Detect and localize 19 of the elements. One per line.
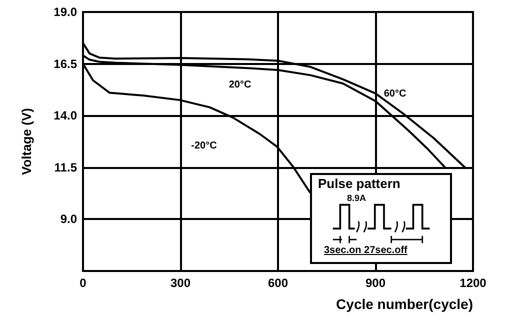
x-tick-label: 1200 xyxy=(460,276,487,290)
y-tick-label: 19.0 xyxy=(54,5,78,19)
x-axis-title: Cycle number(cycle) xyxy=(336,296,473,312)
annotation: 8.9A xyxy=(347,193,366,203)
x-tick-label: 300 xyxy=(170,276,191,290)
annotation: 20°C xyxy=(228,80,252,90)
y-tick-label: 14.0 xyxy=(54,108,78,123)
y-axis-title: Voltage (V) xyxy=(19,108,34,175)
x-tick-label: 600 xyxy=(268,276,288,290)
x-tick-label: 900 xyxy=(365,276,386,290)
annotation: Pulse pattern xyxy=(318,176,400,191)
y-tick-label: 9.0 xyxy=(60,212,78,226)
y-tick-label: 16.5 xyxy=(54,56,78,71)
y-tick-label: 11.5 xyxy=(54,160,78,174)
x-tick-label: 0 xyxy=(80,276,87,290)
annotation: 27sec.off xyxy=(364,245,408,256)
annotation: -20°C xyxy=(191,140,217,152)
annotation: 60°C xyxy=(384,88,406,100)
annotation: 3sec.on xyxy=(324,245,362,256)
